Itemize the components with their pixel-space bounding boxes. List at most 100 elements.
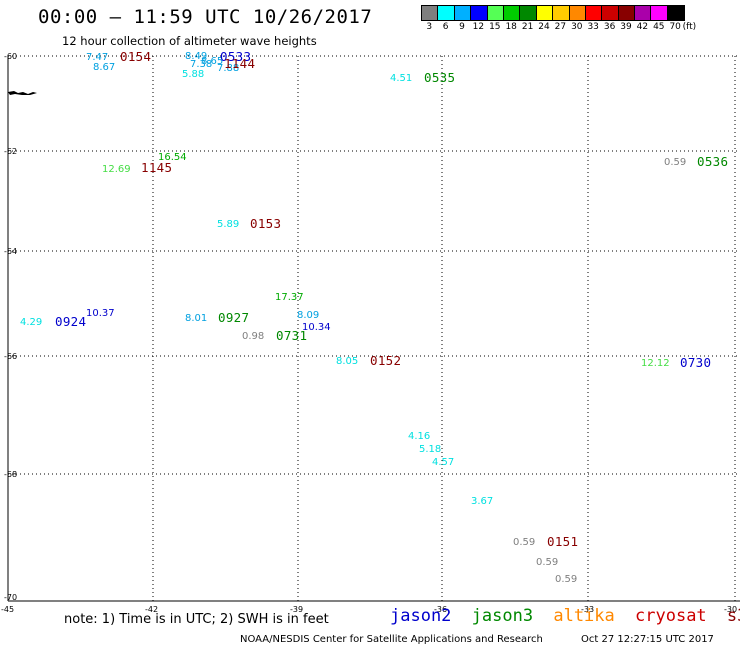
satellite-legend-item: cryosat	[635, 606, 707, 626]
page-title: 00:00 – 11:59 UTC 10/26/2017	[38, 6, 373, 28]
wave-height-label: 0.59	[513, 537, 536, 548]
pass-time-label: 1144	[224, 56, 256, 71]
wave-height-label: 0.59	[664, 157, 687, 168]
legend-swatch	[618, 6, 636, 20]
pass-time-label: 1145	[141, 160, 173, 175]
wave-height-label: 0.98	[242, 331, 265, 342]
satellite-legend-item: altika	[553, 606, 615, 626]
legend-tick-label: 33	[587, 22, 599, 32]
legend-tick-label: 36	[603, 22, 616, 32]
wave-height-label: 8.01	[185, 313, 208, 324]
pass-time-label: 0731	[276, 328, 308, 343]
legend-swatch	[602, 6, 619, 20]
legend-tick-label: 6	[442, 22, 449, 32]
legend-tick-label: 27	[554, 22, 567, 32]
wave-height-label: 4.16	[408, 431, 431, 442]
lon-label: -33	[581, 605, 594, 614]
pass-time-label: 0533	[220, 49, 252, 64]
lon-label: -36	[434, 605, 447, 614]
wave-height-legend-ticks: 3 6 9 12 15 18 21 24 27 30 33 36 39 42 45 70 (ft)	[421, 22, 740, 34]
pass-time-label: 0153	[250, 216, 282, 231]
map-grid	[7, 55, 740, 602]
legend-tick-label: 21	[521, 22, 534, 32]
legend-tick-label: 3	[426, 22, 433, 32]
lat-label: -66	[4, 352, 17, 361]
lat-label: -62	[4, 147, 17, 156]
wave-height-label: 4.29	[20, 317, 43, 328]
wave-height-label: 8.65	[201, 56, 224, 67]
satellite-legend-item: s3a	[726, 606, 740, 626]
legend-tick-label: 45	[653, 22, 665, 32]
wave-height-label: 7.47	[86, 52, 109, 63]
page-subtitle: 12 hour collection of altimeter wave hei…	[62, 34, 317, 48]
legend-swatch	[487, 6, 504, 20]
pass-time-label: 0730	[680, 355, 712, 370]
legend-swatch	[651, 6, 668, 20]
wave-height-label: 0.59	[536, 557, 559, 568]
legend-tick-label: 30	[571, 22, 583, 32]
wave-height-label: 12.12	[641, 358, 670, 369]
wave-height-label: 4.57	[432, 457, 455, 468]
legend-swatch	[635, 6, 652, 20]
legend-swatch	[520, 6, 537, 20]
footnote: note: 1) Time is in UTC; 2) SWH is in fe…	[64, 612, 329, 627]
lon-label: -45	[1, 605, 14, 614]
legend-tick-label: 70	[669, 22, 681, 32]
wave-height-label: 4.51	[390, 73, 413, 84]
legend-tick-label: 12	[472, 22, 485, 32]
legend-tick-label: 39	[620, 22, 632, 32]
pass-time-label: 0152	[370, 353, 402, 368]
lon-label: -42	[145, 605, 158, 614]
legend-swatch	[585, 6, 603, 20]
legend-tick-label: 9	[459, 22, 465, 32]
satellite-legend: jason2 jason3 altika cryosat s3a	[390, 606, 740, 626]
legend-swatch	[503, 6, 521, 20]
wave-height-label: 8.05	[336, 356, 359, 367]
lat-label: -60	[4, 52, 17, 61]
wave-height-color-legend	[421, 5, 686, 21]
legend-swatch	[454, 6, 472, 20]
legend-swatch	[553, 6, 570, 20]
pass-time-label: 0536	[697, 154, 729, 169]
wave-height-label: 7.38	[190, 59, 213, 70]
wave-height-label: 0.59	[555, 574, 578, 585]
legend-tick-label: (ft)	[682, 22, 697, 32]
wave-height-label: 5.89	[217, 219, 240, 230]
wave-height-label: 7.88	[217, 63, 240, 74]
satellite-legend-item: jason3	[471, 606, 534, 626]
lat-label: -68	[4, 470, 17, 479]
legend-tick-label: 24	[538, 22, 550, 32]
longitude-labels: -45 -42 -39 -36 -33 -30	[1, 605, 737, 614]
legend-swatch	[536, 6, 554, 20]
latitude-labels: -60 -62 -64 -66 -68 -70	[4, 52, 17, 602]
legend-swatch	[422, 6, 439, 20]
wave-height-label: 17.37	[275, 292, 304, 303]
wave-height-label: 3.67	[471, 496, 494, 507]
lat-label: -70	[4, 593, 17, 602]
legend-tick-label: 18	[505, 22, 517, 32]
legend-swatch	[569, 6, 586, 20]
pass-time-label: 0924	[55, 314, 87, 329]
generated-timestamp: Oct 27 12:27:15 UTC 2017	[581, 634, 714, 645]
legend-swatch	[667, 6, 685, 20]
lon-label: -30	[724, 605, 737, 614]
wave-height-label: 8.09	[297, 310, 320, 321]
wave-height-label: 8.67	[93, 62, 116, 73]
pass-time-label: 0535	[424, 70, 456, 85]
pass-time-label: 0927	[218, 310, 250, 325]
wave-height-label: 8.49	[185, 51, 208, 62]
wave-height-label: 5.18	[419, 444, 442, 455]
wave-height-label: 5.88	[182, 69, 205, 80]
legend-tick-label: 42	[636, 22, 649, 32]
wave-height-label: 16.54	[158, 152, 187, 163]
legend-swatch	[438, 6, 455, 20]
pass-time-label: 0154	[120, 49, 152, 64]
legend-tick-label: 15	[489, 22, 501, 32]
lon-label: -39	[290, 605, 303, 614]
wave-height-label: 12.69	[102, 164, 131, 175]
wave-height-label: 10.37	[86, 308, 115, 319]
wave-height-label: 10.34	[302, 322, 331, 333]
legend-swatch	[471, 6, 488, 20]
